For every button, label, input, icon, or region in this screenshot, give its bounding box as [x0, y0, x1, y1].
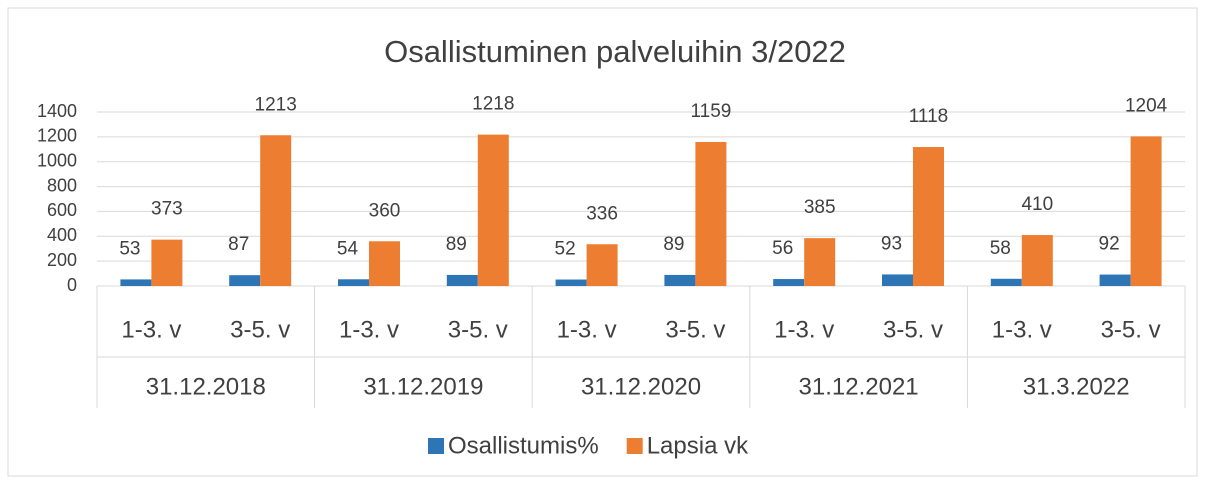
x-tick-label: 3-5. v: [1101, 316, 1161, 343]
x-tick-label: 1-3. v: [557, 316, 617, 343]
data-label: 1159: [690, 101, 731, 122]
bar: [229, 275, 261, 286]
bar: [913, 147, 944, 286]
data-label: 1204: [1125, 95, 1168, 116]
bar: [773, 279, 805, 286]
data-label: 92: [1099, 234, 1120, 255]
y-tick-label: 400: [47, 225, 77, 245]
data-label: 1213: [255, 94, 297, 115]
x-tick-label: 1-3. v: [339, 316, 399, 343]
data-label: 52: [555, 239, 576, 260]
data-label: 385: [804, 197, 836, 218]
bar: [446, 274, 478, 286]
data-label: 53: [119, 238, 140, 259]
bar: [151, 239, 183, 286]
y-tick-label: 800: [47, 175, 77, 195]
legend-label: Osallistumis%: [448, 432, 599, 459]
bar: [586, 244, 618, 286]
bar: [695, 141, 727, 286]
data-label: 93: [881, 233, 902, 254]
y-tick-label: 600: [47, 200, 77, 220]
chart-border: [7, 7, 1198, 477]
x-tick-label: 3-5. v: [665, 316, 725, 343]
data-label: 89: [446, 234, 467, 255]
group-label: 31.12.2018: [146, 373, 266, 400]
legend-swatch: [626, 438, 643, 454]
x-tick-label: 3-5. v: [448, 316, 508, 343]
x-tick-label: 3-5. v: [230, 316, 290, 343]
data-label: 56: [772, 238, 793, 259]
data-label: 89: [663, 234, 684, 255]
bar: [804, 238, 836, 286]
data-label: 410: [1021, 194, 1053, 215]
group-label: 31.3.2022: [1023, 373, 1130, 400]
data-label: 58: [990, 238, 1011, 259]
bar: [882, 274, 913, 286]
y-tick-label: 200: [47, 250, 77, 270]
bar: [555, 279, 587, 286]
x-tick-label: 3-5. v: [883, 316, 943, 343]
group-label: 31.12.2020: [581, 373, 701, 400]
data-label: 336: [586, 203, 618, 224]
legend-swatch: [428, 438, 444, 454]
bar: [477, 134, 509, 286]
group-label: 31.12.2021: [799, 373, 919, 400]
bar: [369, 241, 400, 286]
data-label: 1118: [909, 106, 948, 127]
bar: [260, 135, 292, 286]
data-label: 87: [228, 234, 249, 255]
bar: [1130, 136, 1162, 286]
legend-label: Lapsia vk: [647, 432, 749, 459]
y-tick-label: 1400: [37, 101, 77, 121]
x-tick-label: 1-3. v: [121, 316, 181, 343]
group-label: 31.12.2019: [363, 373, 483, 400]
chart-title: Osallistuminen palveluihin 3/2022: [384, 34, 846, 69]
x-tick-label: 1-3. v: [992, 316, 1052, 343]
bar: [1099, 274, 1131, 286]
data-label: 373: [151, 199, 183, 220]
bar: [664, 274, 696, 286]
bar: [990, 278, 1022, 286]
y-tick-label: 1000: [37, 150, 77, 170]
data-label: 54: [337, 238, 359, 259]
data-label: 360: [369, 200, 401, 221]
data-label: 1218: [472, 94, 514, 115]
y-tick-label: 0: [67, 275, 77, 295]
bar: [338, 279, 369, 286]
x-tick-label: 1-3. v: [774, 316, 834, 343]
bar: [1021, 235, 1053, 286]
y-tick-label: 1200: [37, 126, 77, 146]
bar: [120, 279, 152, 286]
